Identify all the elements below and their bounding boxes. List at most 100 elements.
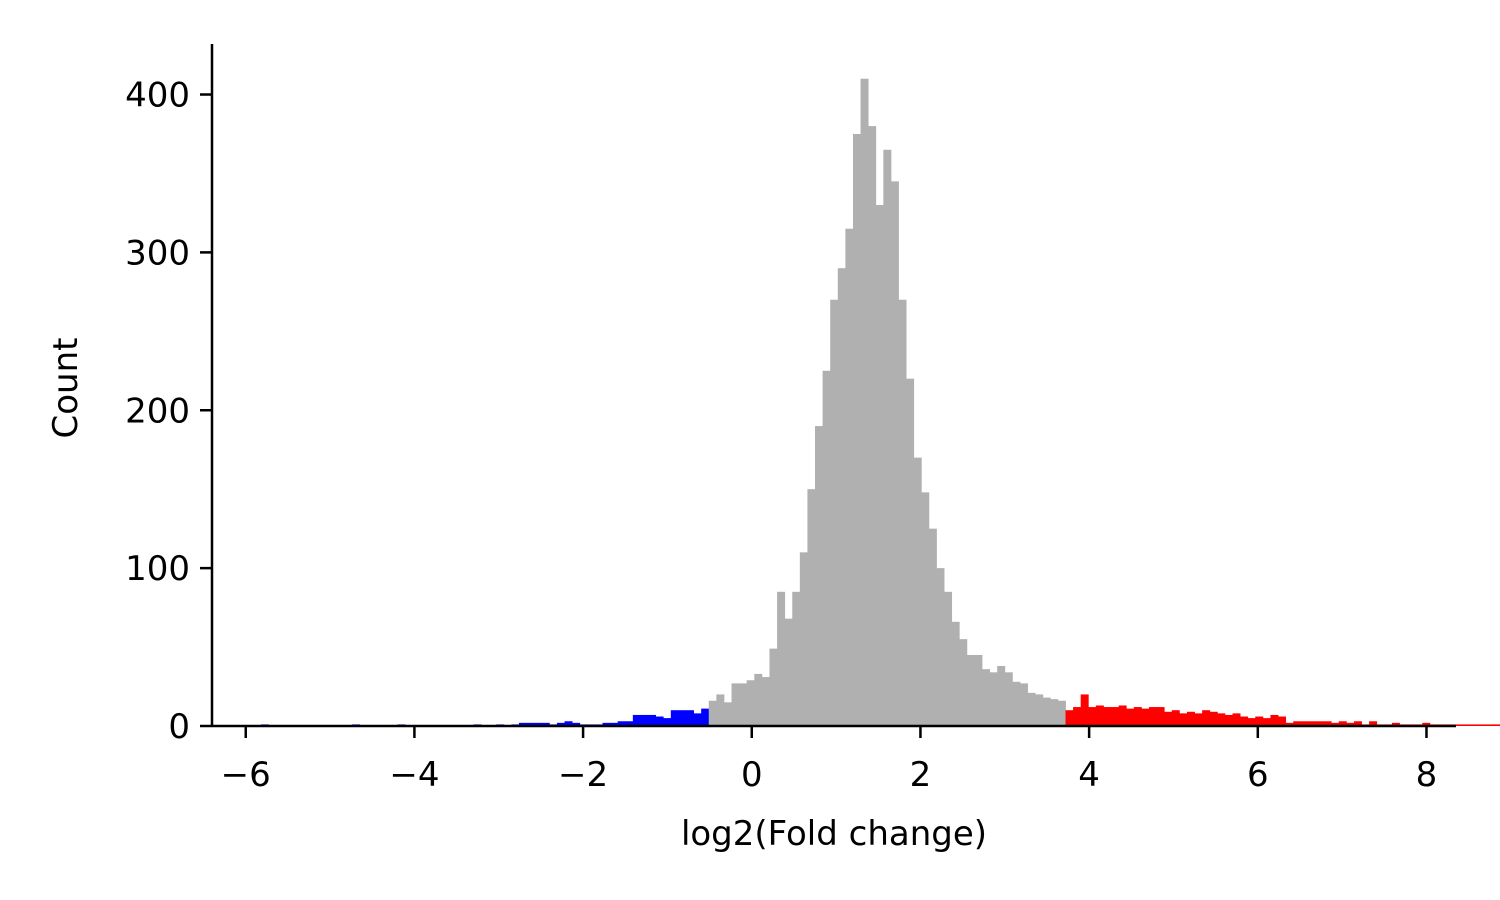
y-tick-label: 100 <box>125 549 190 589</box>
histogram-bar <box>1346 722 1355 726</box>
histogram-bar <box>951 621 960 726</box>
histogram-bar <box>1475 724 1484 726</box>
histogram-bar <box>723 702 732 726</box>
histogram-bar <box>1186 711 1195 726</box>
histogram-bar <box>815 426 824 726</box>
x-tick-label: −4 <box>389 755 439 795</box>
histogram-bar <box>1057 700 1066 726</box>
histogram-bar <box>777 591 786 726</box>
histogram-bar <box>1111 707 1120 726</box>
histogram-bar <box>792 591 801 726</box>
histogram-bar <box>906 378 915 726</box>
x-tick-label: 6 <box>1247 755 1269 795</box>
histogram-bar <box>1156 707 1165 726</box>
histogram-bar <box>982 669 990 726</box>
histogram-bar <box>928 528 937 726</box>
histogram-bar <box>610 722 619 726</box>
x-tick-label: 2 <box>910 755 932 795</box>
histogram-bar <box>526 722 535 726</box>
histogram-bar <box>883 149 892 726</box>
histogram-bar <box>1035 694 1044 726</box>
histogram-bar <box>1217 713 1226 726</box>
histogram-bar <box>1042 697 1051 726</box>
histogram-bar <box>1308 721 1317 726</box>
histogram-bar <box>640 714 649 726</box>
histogram-bar <box>1050 699 1059 726</box>
histogram-bar <box>1498 724 1500 726</box>
histogram-bar <box>1171 710 1180 726</box>
histogram-bar <box>875 205 884 726</box>
histogram-bar <box>1316 721 1324 726</box>
histogram-bar <box>1460 724 1469 726</box>
x-tick-label: −2 <box>558 755 608 795</box>
histogram-bar <box>1255 716 1264 726</box>
histogram-bar <box>860 78 869 727</box>
histogram-bar <box>1467 724 1476 726</box>
histogram-bar <box>1285 722 1294 726</box>
histogram-bar <box>921 492 930 726</box>
histogram-bar <box>966 654 975 726</box>
histogram-bar <box>572 722 581 726</box>
y-axis-ticks: 0 100 200 300 400 <box>125 76 212 747</box>
histogram-bar <box>1179 713 1188 726</box>
histogram-bar <box>541 722 550 726</box>
x-tick-label: 8 <box>1416 755 1438 795</box>
histogram-bar <box>1270 714 1279 726</box>
histogram-bar <box>648 714 657 726</box>
histogram-bar <box>1027 692 1036 726</box>
histogram-bar <box>1452 724 1461 726</box>
histogram-bar <box>1353 721 1362 726</box>
histogram-bar <box>936 568 945 726</box>
histogram-bar <box>1240 716 1249 726</box>
histogram-bar <box>1202 710 1211 726</box>
histogram-bar <box>974 654 983 726</box>
histogram-bar <box>997 666 1006 726</box>
histogram-bar <box>1331 722 1340 726</box>
y-tick-label: 400 <box>125 76 190 116</box>
histogram-bar <box>1194 713 1203 726</box>
histogram-bar <box>959 639 968 726</box>
histogram-bar <box>1338 721 1347 726</box>
histogram-bar <box>556 722 565 726</box>
histogram-bar <box>708 700 717 726</box>
histogram-bar <box>1262 718 1271 726</box>
histogram-bar <box>1391 722 1400 726</box>
histogram-bar <box>1133 707 1142 726</box>
y-tick-label: 200 <box>125 391 190 431</box>
histogram-bar <box>1300 721 1309 726</box>
histogram-bar <box>1103 707 1112 726</box>
histogram-bar <box>1019 683 1028 727</box>
histogram-bar <box>799 552 808 726</box>
histogram-bar <box>1141 708 1150 726</box>
histogram-bar <box>1164 711 1173 726</box>
histogram-bar <box>564 721 573 726</box>
histogram-bar <box>1209 711 1218 726</box>
histogram-bar <box>701 708 710 726</box>
y-tick-label: 300 <box>125 233 190 273</box>
histogram-bar <box>845 228 854 726</box>
histogram-bar <box>1482 724 1491 726</box>
histogram-bar <box>617 721 626 726</box>
histogram-bar <box>746 680 755 726</box>
histogram-bar <box>1323 721 1332 726</box>
histogram-bar <box>1126 708 1135 726</box>
histogram-bar <box>1080 694 1089 726</box>
histogram-bar <box>655 716 664 726</box>
x-tick-label: −6 <box>221 755 271 795</box>
histogram-bar <box>944 591 953 726</box>
x-tick-label: 0 <box>741 755 763 795</box>
histogram-bar <box>1073 707 1082 726</box>
histogram-bar <box>731 683 740 727</box>
histogram-bar <box>1065 710 1074 726</box>
histogram-bar <box>1247 718 1256 726</box>
x-tick-label: 4 <box>1078 755 1100 795</box>
histogram-bar <box>663 718 672 726</box>
y-axis-label: Count <box>46 338 86 439</box>
histogram-bar <box>822 370 831 726</box>
histogram-bar <box>1004 672 1013 726</box>
histogram-bar <box>518 722 527 726</box>
histogram-bars <box>260 78 1500 727</box>
histogram-bar <box>761 677 770 726</box>
histogram-bar <box>534 722 543 726</box>
